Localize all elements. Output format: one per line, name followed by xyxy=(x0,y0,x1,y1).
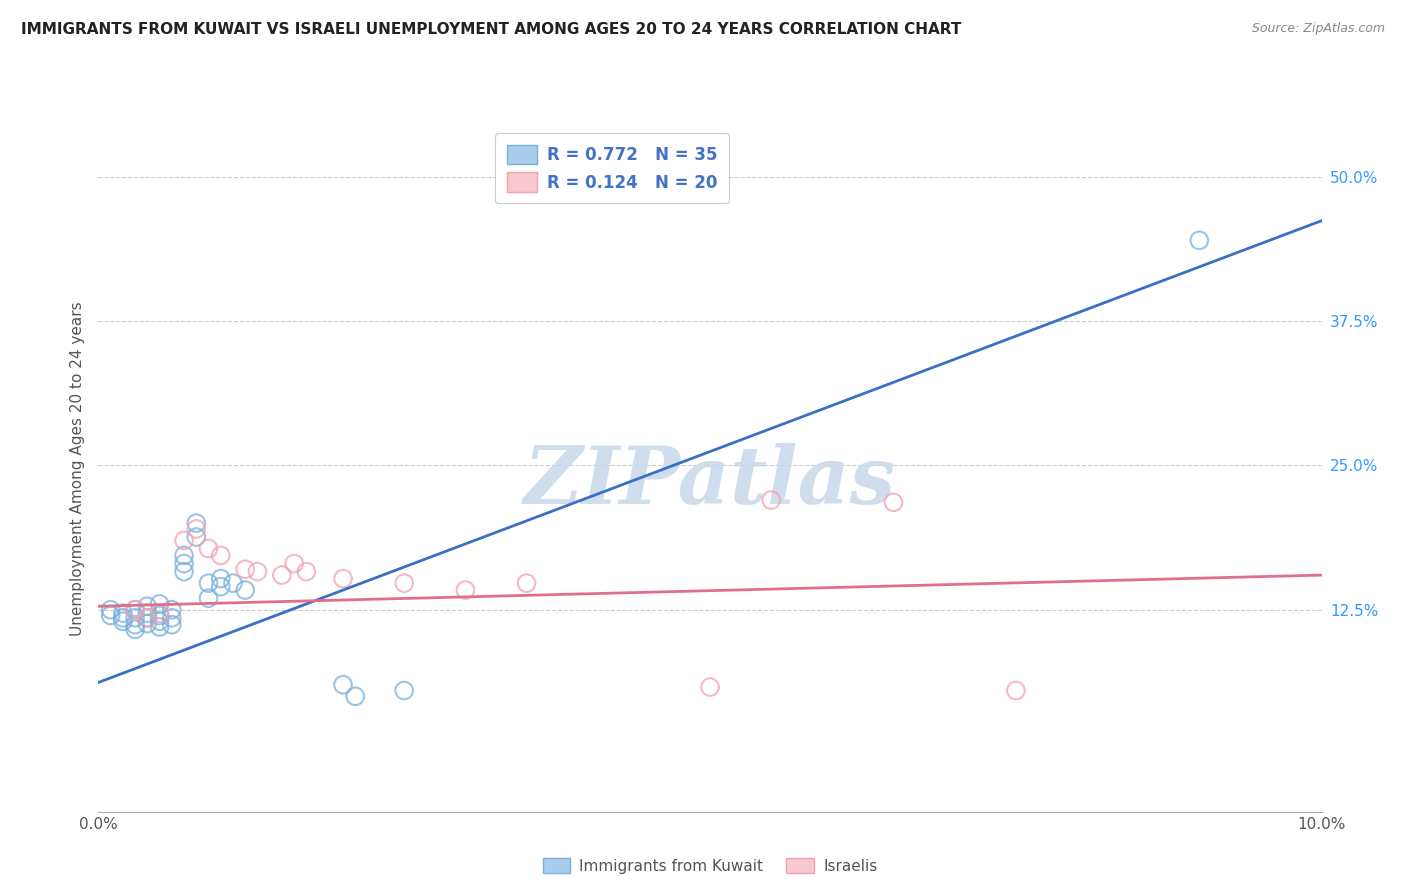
Text: 10.0%: 10.0% xyxy=(1298,817,1346,832)
Point xyxy=(222,576,245,591)
Point xyxy=(136,606,159,620)
Point xyxy=(124,623,146,637)
Point xyxy=(111,611,134,625)
Text: ZIPatlas: ZIPatlas xyxy=(524,443,896,521)
Point xyxy=(136,611,159,625)
Point xyxy=(344,690,367,704)
Point xyxy=(100,608,122,623)
Point xyxy=(283,557,305,571)
Point xyxy=(149,597,172,611)
Point xyxy=(197,541,219,556)
Point xyxy=(197,591,219,606)
Point xyxy=(759,493,782,508)
Point xyxy=(209,572,232,586)
Text: IMMIGRANTS FROM KUWAIT VS ISRAELI UNEMPLOYMENT AMONG AGES 20 TO 24 YEARS CORRELA: IMMIGRANTS FROM KUWAIT VS ISRAELI UNEMPL… xyxy=(21,22,962,37)
Point xyxy=(392,683,416,698)
Point xyxy=(186,516,208,530)
Point xyxy=(111,606,134,620)
Legend: Immigrants from Kuwait, Israelis: Immigrants from Kuwait, Israelis xyxy=(537,852,883,880)
Point xyxy=(516,576,538,591)
Point xyxy=(160,611,183,625)
Point xyxy=(100,603,122,617)
Point xyxy=(136,599,159,614)
Point xyxy=(699,680,721,694)
Point xyxy=(160,603,183,617)
Point xyxy=(1188,233,1211,247)
Point xyxy=(160,617,183,632)
Point xyxy=(246,565,269,579)
Point xyxy=(1004,683,1026,698)
Point xyxy=(149,620,172,634)
Point xyxy=(270,568,292,582)
Point xyxy=(209,580,232,594)
Point xyxy=(295,565,318,579)
Point xyxy=(136,616,159,631)
Y-axis label: Unemployment Among Ages 20 to 24 years: Unemployment Among Ages 20 to 24 years xyxy=(69,301,84,636)
Point xyxy=(332,572,354,586)
Point xyxy=(173,557,195,571)
Point xyxy=(454,583,477,598)
Point xyxy=(173,533,195,548)
Point xyxy=(124,603,146,617)
Point xyxy=(124,603,146,617)
Point xyxy=(186,530,208,544)
Point xyxy=(233,562,256,576)
Point xyxy=(149,614,172,628)
Point xyxy=(173,549,195,563)
Point xyxy=(124,611,146,625)
Point xyxy=(332,678,354,692)
Point xyxy=(186,522,208,536)
Point xyxy=(197,576,219,591)
Point xyxy=(233,583,256,598)
Point xyxy=(149,606,172,620)
Text: 0.0%: 0.0% xyxy=(79,817,118,832)
Point xyxy=(173,565,195,579)
Point xyxy=(209,549,232,563)
Text: Source: ZipAtlas.com: Source: ZipAtlas.com xyxy=(1251,22,1385,36)
Point xyxy=(883,495,905,509)
Point xyxy=(136,611,159,625)
Point xyxy=(149,608,172,623)
Point xyxy=(392,576,416,591)
Point xyxy=(124,617,146,632)
Point xyxy=(111,614,134,628)
